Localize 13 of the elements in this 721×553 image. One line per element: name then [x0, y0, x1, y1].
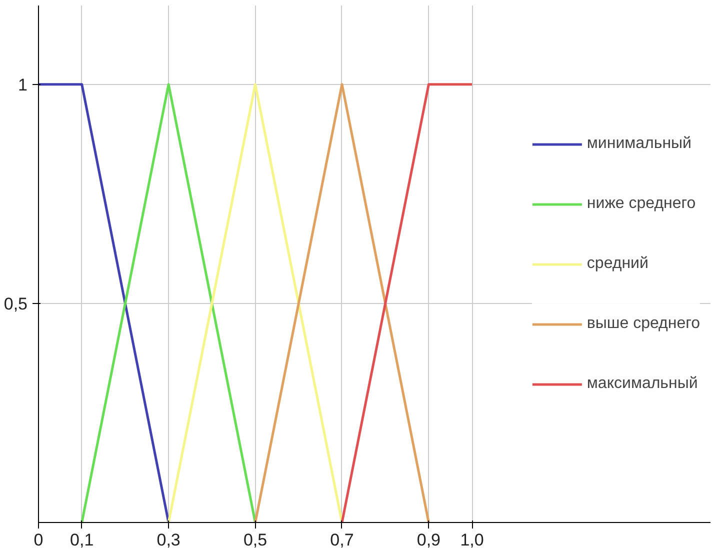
- x-tick-label: 0,1: [70, 530, 94, 550]
- x-tick-label: 0,7: [330, 530, 354, 550]
- y-tick-label: 1: [18, 75, 28, 94]
- legend-label: средний: [586, 254, 648, 272]
- x-tick-label: 0,9: [416, 530, 441, 550]
- x-tick-label: 0: [34, 530, 44, 550]
- x-tick-label: 0,5: [243, 530, 268, 550]
- x-tick-label: 1,0: [460, 530, 484, 550]
- legend-label: выше среднего: [586, 314, 700, 332]
- x-tick-label: 0,3: [156, 530, 180, 550]
- legend-label: минимальный: [586, 134, 692, 152]
- legend-label: ниже среднего: [586, 194, 696, 212]
- legend-label: максимальный: [586, 374, 698, 392]
